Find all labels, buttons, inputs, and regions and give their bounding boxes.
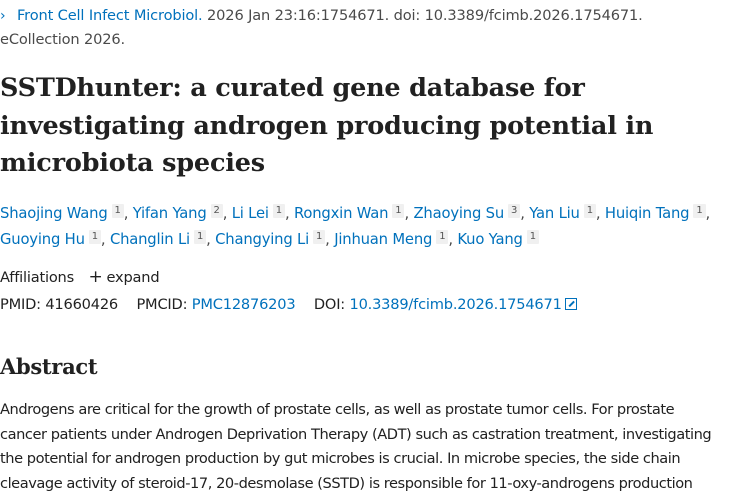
title-line: SSTDhunter: a curated gene database for (0, 73, 585, 103)
chevron-right-icon[interactable]: › (0, 8, 6, 24)
article-title: SSTDhunter: a curated gene database for … (0, 70, 750, 183)
author-link[interactable]: Kuo Yang (457, 230, 523, 248)
citation-line-1: › Front Cell Infect Microbiol. 2026 Jan 2… (0, 4, 750, 28)
affiliation-badge[interactable]: 1 (583, 204, 596, 218)
affiliation-badge[interactable]: 1 (272, 204, 285, 218)
plus-icon: + (88, 267, 103, 287)
author-line-2: Guoying Hu 1, Changlin Li 1, Changying Li 1… (0, 227, 750, 253)
affiliation-badge[interactable]: 1 (111, 204, 124, 218)
abstract-line: cancer patients under Androgen Deprivati… (0, 425, 712, 443)
author-link[interactable]: Rongxin Wan (293, 205, 389, 222)
affiliation-badge[interactable]: 1 (693, 204, 706, 218)
expand-affiliations-button[interactable]: + expand (88, 267, 160, 287)
pmcid-link[interactable]: PMC12876203 (191, 296, 296, 313)
author-link[interactable]: Yifan Yang (132, 205, 207, 222)
author-link[interactable]: Shaojing Wang (0, 205, 108, 222)
affiliation-badge[interactable]: 1 (436, 229, 449, 244)
title-line: investigating androgen producing potenti… (0, 110, 654, 141)
doi-label: DOI: (313, 296, 346, 313)
external-link-icon[interactable] (564, 298, 577, 310)
affiliation-badge[interactable]: 1 (526, 229, 539, 244)
pmcid-label: PMCID: (136, 296, 188, 313)
abstract-line: the potential for androgen production by… (0, 450, 681, 467)
affiliation-badge[interactable]: 1 (88, 229, 101, 244)
citation: › Front Cell Infect Microbiol. 2026 Jan 2… (0, 4, 750, 52)
affiliation-badge[interactable]: 3 (508, 204, 521, 218)
identifiers-row: PMID: 41660426 PMCID: PMC12876203 DOI: 1… (0, 293, 577, 317)
author-link[interactable]: Changlin Li (109, 230, 190, 248)
affiliation-badge[interactable]: 1 (313, 229, 326, 244)
pmid-label: PMID: (0, 296, 41, 313)
affiliations-label: Affiliations (0, 269, 75, 286)
abstract-heading: Abstract (0, 354, 98, 379)
citation-line-2: eCollection 2026. (0, 31, 126, 48)
abstract-line: Androgens are critical for the growth of… (0, 401, 675, 418)
citation-details: 2026 Jan 23:16:1754671. doi: 10.3389/fci… (202, 7, 643, 24)
author-link[interactable]: Zhaoying Su (413, 205, 505, 222)
author-link[interactable]: Changying Li (215, 230, 309, 248)
expand-label: expand (106, 269, 160, 286)
doi-link[interactable]: 10.3389/fcimb.2026.1754671 (349, 296, 562, 313)
affiliation-badge[interactable]: 1 (193, 229, 207, 244)
pmid-value: 41660426 (45, 296, 118, 313)
author-link[interactable]: Yan Liu (529, 205, 580, 222)
abstract-line: cleavage activity of steroid-17, 20-desm… (0, 474, 693, 492)
affiliations-row: Affiliations + expand (0, 265, 160, 290)
author-link[interactable]: Huiqin Tang (604, 205, 690, 222)
title-line: microbiota species (0, 148, 265, 178)
affiliation-badge[interactable]: 1 (392, 204, 405, 218)
journal-link[interactable]: Front Cell Infect Microbiol. (17, 7, 203, 24)
author-link[interactable]: Jinhuan Meng (334, 230, 433, 248)
author-link[interactable]: Guoying Hu (0, 230, 85, 248)
affiliation-badge[interactable]: 2 (210, 204, 223, 218)
author-line-1: Shaojing Wang 1, Yifan Yang 2, Li Lei 1, Ro… (0, 204, 711, 222)
abstract-text: Androgens are critical for the growth of… (0, 398, 750, 496)
author-link[interactable]: Li Lei (231, 205, 269, 222)
author-list: Shaojing Wang 1, Yifan Yang 2, Li Lei 1, Ro… (0, 201, 750, 252)
